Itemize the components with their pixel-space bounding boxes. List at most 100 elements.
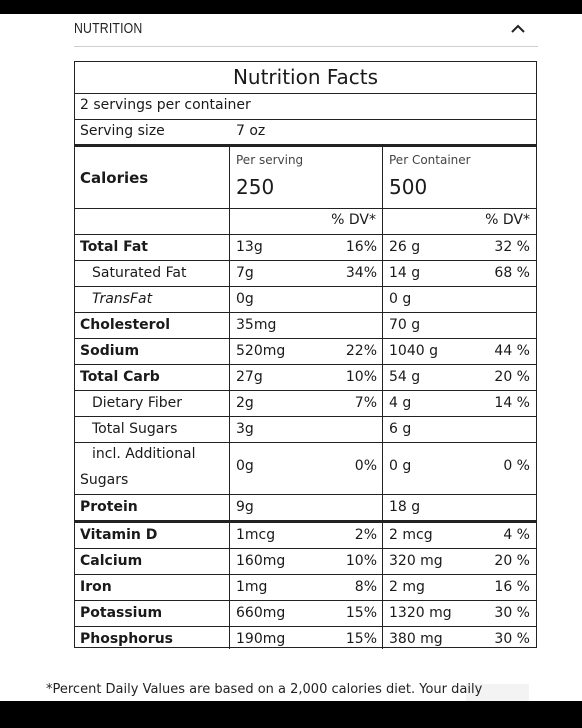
nutrient-name: Potassium (80, 605, 163, 621)
nutrient-name: Total Fat (80, 239, 149, 255)
container-amount: 4 g (389, 395, 412, 411)
nutrient-name: Cholesterol (80, 317, 170, 333)
footnote: *Percent Daily Values are based on a 2,0… (46, 682, 483, 697)
divider (75, 522, 536, 523)
nutrient-name: Iron (80, 579, 112, 595)
container-dv: 20 % (494, 369, 530, 385)
serving-amount: 1mg (236, 579, 268, 595)
nutrition-facts-table: Nutrition Facts 2 servings per container… (74, 61, 537, 649)
nutrient-row: Total Sugars 3g 6 g (75, 417, 536, 442)
serving-dv: 15% (345, 605, 377, 621)
nutrient-name: Phosphorus (80, 631, 173, 647)
calories-per-container: 500 (389, 175, 428, 199)
nutrient-name: Dietary Fiber (92, 395, 183, 411)
chevron-up-icon[interactable] (508, 20, 528, 38)
container-amount: 2 mcg (389, 527, 433, 543)
serving-amount: 190mg (236, 631, 286, 647)
container-dv: 4 % (503, 527, 530, 543)
servings-per-container: 2 servings per container (80, 97, 251, 113)
serving-dv: 16% (345, 239, 377, 255)
nutrient-name: incl. Additional (92, 446, 196, 462)
dv-header-row: % DV* % DV* (75, 212, 536, 234)
calories-per-serving: 250 (236, 175, 275, 199)
container-amount: 70 g (389, 317, 421, 333)
serving-amount: 35mg (236, 317, 277, 333)
column-divider (382, 147, 383, 649)
per-serving-label: Per serving (236, 153, 304, 167)
nutrient-row: Saturated Fat 7g 34% 14 g 68 % (75, 261, 536, 286)
serving-amount: 160mg (236, 553, 286, 569)
serving-amount: 660mg (236, 605, 286, 621)
serving-amount: 27g (236, 369, 263, 385)
divider (75, 312, 536, 313)
column-divider (229, 147, 230, 649)
divider (75, 286, 536, 287)
nutrient-row: Total Carb 27g 10% 54 g 20 % (75, 365, 536, 390)
divider (75, 364, 536, 365)
serving-dv: 22% (345, 343, 377, 359)
serving-size-label: Serving size (80, 123, 165, 139)
serving-size-row: Serving size 7 oz (75, 123, 536, 145)
nutrient-row: Protein 9g 18 g (75, 495, 536, 520)
container-amount: 14 g (389, 265, 421, 281)
serving-amount: 9g (236, 499, 254, 515)
nutrient-row: TransFat 0g 0 g (75, 287, 536, 312)
container-dv: 44 % (494, 343, 530, 359)
divider (75, 416, 536, 417)
divider (75, 600, 536, 601)
serving-dv: 10% (345, 369, 377, 385)
dv-header-container: % DV* (485, 212, 530, 228)
nutrient-row: incl. Additional Sugars 0g 0% 0 g 0 % (75, 443, 536, 494)
divider (75, 234, 536, 235)
nutrient-name: Calcium (80, 553, 143, 569)
thick-divider (75, 144, 536, 147)
nutrient-row: Cholesterol 35mg 70 g (75, 313, 536, 338)
nutrient-row: Iron 1mg 8% 2 mg 16 % (75, 575, 536, 600)
servings-row: 2 servings per container (75, 97, 536, 119)
container-dv: 32 % (494, 239, 530, 255)
nutrient-name-cont: Sugars (80, 472, 129, 488)
serving-dv: 15% (345, 631, 377, 647)
section-title: NUTRITION (74, 20, 143, 37)
top-bar (0, 0, 582, 14)
per-container-label: Per Container (389, 153, 471, 167)
divider (75, 626, 536, 627)
divider (75, 390, 536, 391)
nutrient-name: Saturated Fat (92, 265, 187, 281)
serving-dv: 10% (345, 553, 377, 569)
container-amount: 1320 mg (389, 605, 452, 621)
calories-label: Calories (80, 169, 149, 187)
container-amount: 380 mg (389, 631, 443, 647)
calories-row: Calories Per serving 250 Per Container 5… (75, 147, 536, 208)
divider (75, 548, 536, 549)
container-amount: 320 mg (389, 553, 443, 569)
nutrient-name: Vitamin D (80, 527, 158, 543)
container-amount: 26 g (389, 239, 421, 255)
container-dv: 68 % (494, 265, 530, 281)
container-dv: 20 % (494, 553, 530, 569)
serving-dv: 7% (354, 395, 377, 411)
container-amount: 6 g (389, 421, 412, 437)
nutrient-row: Phosphorus 190mg 15% 380 mg 30 % (75, 627, 536, 652)
nutrient-name: Total Carb (80, 369, 160, 385)
divider (75, 442, 536, 443)
nutrient-row: Sodium 520mg 22% 1040 g 44 % (75, 339, 536, 364)
serving-dv: 34% (345, 265, 377, 281)
serving-amount: 520mg (236, 343, 286, 359)
container-dv: 16 % (494, 579, 530, 595)
serving-dv: 8% (354, 579, 377, 595)
nutrition-section-header[interactable]: NUTRITION (74, 14, 538, 47)
divider (75, 574, 536, 575)
nutrient-name: Total Sugars (92, 421, 178, 437)
nutrient-name: Sodium (80, 343, 140, 359)
divider (75, 494, 536, 495)
container-dv: 30 % (494, 605, 530, 621)
serving-amount: 3g (236, 421, 254, 437)
background-element (466, 684, 529, 702)
serving-amount: 2g (236, 395, 254, 411)
serving-amount: 1mcg (236, 527, 276, 543)
nutrient-row: Potassium 660mg 15% 1320 mg 30 % (75, 601, 536, 626)
container-dv: 0 % (503, 458, 530, 474)
nutrient-row: Calcium 160mg 10% 320 mg 20 % (75, 549, 536, 574)
facts-title: Nutrition Facts (232, 65, 379, 89)
